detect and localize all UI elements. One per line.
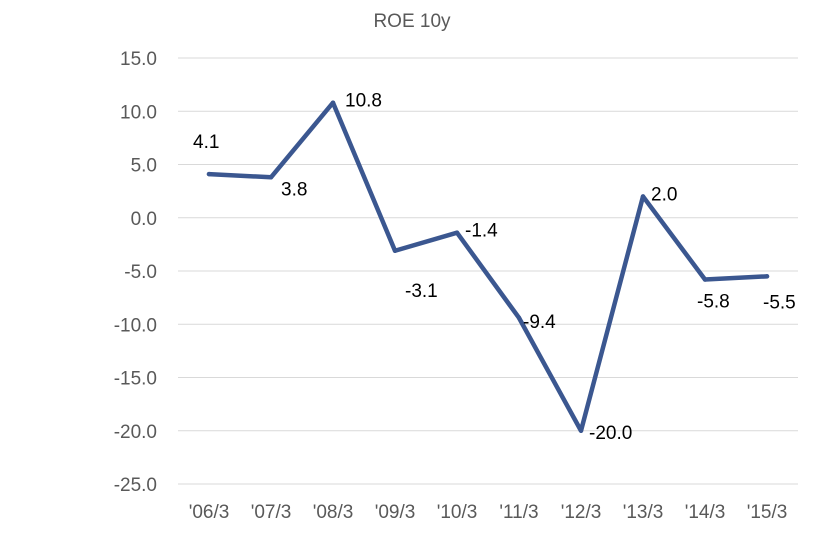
y-tick-label: 0.0	[131, 209, 157, 230]
data-label: -5.5	[763, 292, 796, 313]
data-label: 10.8	[345, 91, 382, 112]
gridlines	[178, 57, 798, 485]
x-tick-label: '06/3	[189, 502, 230, 523]
data-point	[206, 171, 212, 177]
y-tick-label: -15.0	[114, 369, 157, 390]
data-label: -20.0	[589, 423, 632, 444]
data-label: 3.8	[281, 179, 307, 200]
data-point	[392, 248, 398, 253]
x-tick-label: '15/3	[747, 502, 788, 523]
data-point	[640, 194, 646, 199]
data-point	[268, 175, 274, 180]
series-lines	[206, 100, 770, 433]
y-tick-label: 15.0	[120, 49, 157, 70]
series-line	[206, 100, 770, 433]
y-tick-label: -5.0	[124, 262, 157, 283]
y-tick-label: -10.0	[114, 315, 157, 336]
data-point	[578, 428, 584, 433]
data-point	[516, 315, 522, 321]
data-point	[454, 230, 460, 235]
data-label: 2.0	[651, 184, 677, 205]
y-tick-label: -20.0	[114, 422, 157, 443]
y-tick-label: -25.0	[114, 475, 157, 496]
data-labels: 4.1 3.8 10.8 -3.1 -1.4 -9.4 -20.0 2.0 -5.8 -5.5	[193, 91, 796, 444]
x-tick-label: '07/3	[251, 502, 292, 523]
chart-title: ROE 10y	[373, 11, 451, 32]
data-point	[330, 100, 336, 105]
x-tick-label: '12/3	[561, 502, 602, 523]
data-label: -1.4	[465, 221, 498, 242]
y-tick-label: 5.0	[131, 156, 157, 177]
data-label: -3.1	[405, 281, 438, 302]
x-tick-label: '08/3	[313, 502, 354, 523]
y-tick-label: 10.0	[120, 102, 157, 123]
data-label: -9.4	[523, 312, 556, 333]
data-point	[702, 277, 708, 282]
x-tick-label: '13/3	[623, 502, 664, 523]
data-label: 4.1	[193, 132, 219, 153]
y-axis-tick-labels: 15.0 10.0 5.0 0.0 -5.0 -10.0 -15.0 -20.0 -25.0	[114, 49, 157, 496]
x-tick-label: '14/3	[685, 502, 726, 523]
x-tick-label: '09/3	[375, 502, 416, 523]
data-point	[764, 274, 770, 279]
data-label: -5.8	[697, 292, 730, 313]
x-axis-tick-labels: '06/3 '07/3 '08/3 '09/3 '10/3 '11/3 '12/3 '13/3…	[189, 502, 788, 523]
x-tick-label: '11/3	[499, 502, 538, 523]
x-tick-label: '10/3	[437, 502, 478, 523]
